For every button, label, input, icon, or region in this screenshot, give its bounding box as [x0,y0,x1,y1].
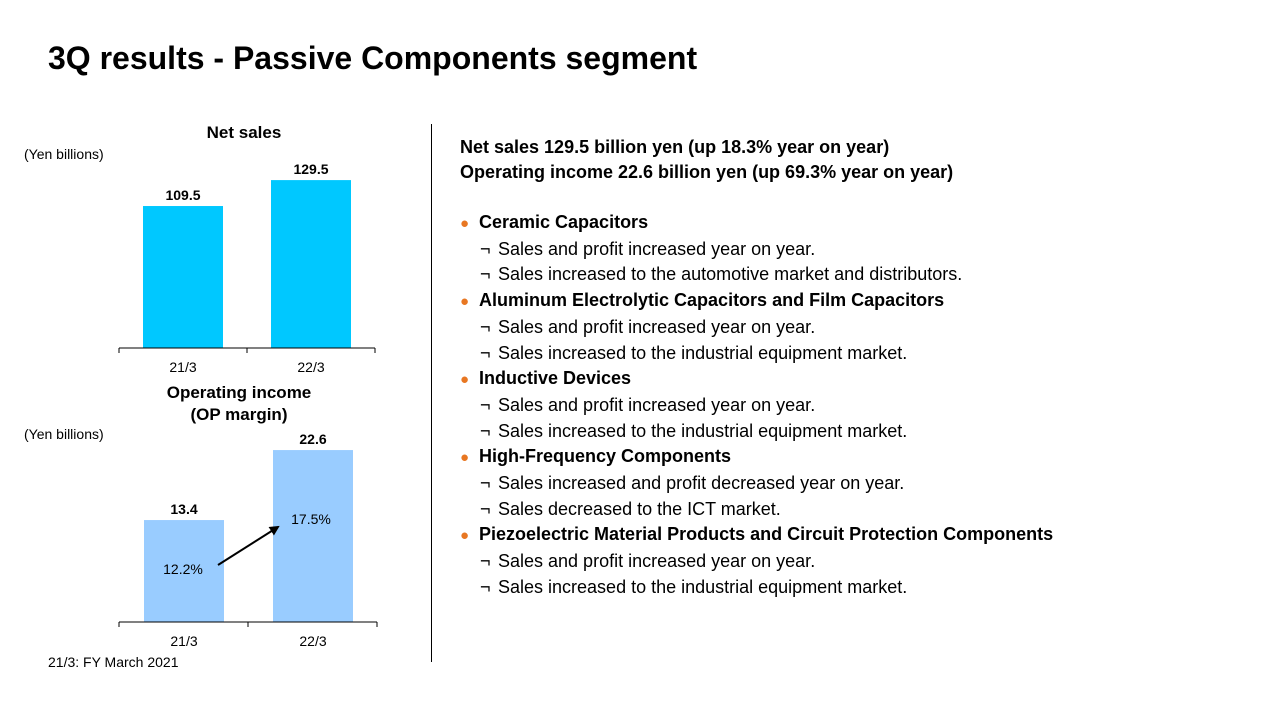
summary-net-sales: Net sales 129.5 billion yen (up 18.3% ye… [460,137,890,157]
net-sales-chart-title: Net sales [206,123,282,142]
operating-income-title-line-1: Operating income [166,383,312,402]
segment-heading: ● Inductive Devices [460,366,1053,393]
item-marker-icon: ¬ [480,551,491,572]
segment-name: Piezoelectric Material Products and Circ… [479,524,1054,545]
op-margin-label-0: 12.2% [163,561,203,577]
segment-heading: ● Aluminum Electrolytic Capacitors and Fi… [460,288,1053,315]
item-marker-icon: ¬ [480,238,491,259]
operating-income-unit-label: (Yen billions) [24,426,104,442]
segment-detail-text: Sales increased to the industrial equipm… [498,342,908,363]
item-marker-icon: ¬ [480,473,491,494]
segment-detail-text: Sales increased and profit decreased yea… [498,473,905,494]
segment-detail-text: Sales and profit increased year on year. [498,238,816,259]
segment-name: Inductive Devices [479,368,632,389]
operating-income-title-line-2: (OP margin) [190,405,288,424]
segment-detail-text: Sales increased to the automotive market… [498,264,963,285]
segment-detail-item: ¬ Sales increased to the industrial equip… [460,419,1053,445]
footnote: 21/3: FY March 2021 [48,654,179,670]
orange-bullet-icon: ● [460,293,470,311]
net-sales-bar-1 [271,180,351,348]
op-margin-label-1: 17.5% [291,511,331,527]
summary-operating-income: Operating income 22.6 billion yen (up 69… [460,162,954,182]
operating-income-data-label-0: 13.4 [170,501,197,517]
operating-income-category-label-0: 21/3 [170,633,197,649]
item-marker-icon: ¬ [480,498,491,519]
orange-bullet-icon: ● [460,215,470,232]
segment-detail-item: ¬ Sales and profit increased year on year… [460,549,1053,575]
net-sales-data-label-0: 109.5 [165,187,200,203]
segment-detail-text: Sales increased to the industrial equipm… [498,420,908,441]
item-marker-icon: ¬ [480,316,491,337]
segment-detail-item: ¬ Sales decreased to the ICT market. [460,497,1053,523]
orange-bullet-icon: ● [460,527,470,545]
operating-income-chart-title: Operating income (OP margin) [139,382,339,426]
segment-name: Aluminum Electrolytic Capacitors and Fil… [479,290,945,311]
segment-name: High-Frequency Components [479,446,732,467]
page-title: 3Q results - Passive Components segment [48,40,698,76]
orange-bullet-icon: ● [460,449,470,467]
vertical-divider [431,124,432,662]
item-marker-icon: ¬ [480,576,491,597]
net-sales-data-label-1: 129.5 [293,161,328,177]
segment-list: ● Ceramic Capacitors ¬ Sales and profit inc… [460,210,1053,601]
net-sales-chart: 109.5 21/3 129.5 22/3 [118,161,376,375]
segment-detail-item: ¬ Sales and profit increased year on year… [460,393,1053,419]
orange-bullet-icon: ● [460,371,470,389]
segment-heading: ● Ceramic Capacitors [460,210,1053,237]
segment-detail-text: Sales increased to the industrial equipm… [498,576,908,597]
operating-income-bar-0 [144,520,224,622]
net-sales-bar-0 [143,206,223,348]
net-sales-category-label-0: 21/3 [169,359,196,375]
segment-name: Ceramic Capacitors [479,212,649,232]
segment-detail-item: ¬ Sales and profit increased year on year… [460,237,1053,263]
segment-detail-item: ¬ Sales increased to the automotive marke… [460,262,1053,288]
segment-detail-item: ¬ Sales and profit increased year on year… [460,315,1053,341]
item-marker-icon: ¬ [480,420,491,441]
net-sales-unit-label: (Yen billions) [24,146,104,162]
net-sales-category-label-1: 22/3 [297,359,324,375]
operating-income-category-label-1: 22/3 [299,633,326,649]
item-marker-icon: ¬ [480,264,491,285]
segment-heading: ● Piezoelectric Material Products and Cir… [460,522,1053,549]
summary-block: Net sales 129.5 billion yen (up 18.3% ye… [460,135,953,185]
op-margin-arrow [217,525,280,566]
operating-income-data-label-1: 22.6 [299,431,326,447]
operating-income-bar-1 [273,450,353,622]
segment-detail-item: ¬ Sales increased and profit decreased ye… [460,471,1053,497]
segment-detail-text: Sales and profit increased year on year. [498,394,816,415]
segment-detail-item: ¬ Sales increased to the industrial equip… [460,575,1053,601]
operating-income-chart: 13.4 21/3 22.6 22/3 12.2% 17.5% [118,431,378,649]
item-marker-icon: ¬ [480,342,491,363]
segment-heading: ● High-Frequency Components [460,444,1053,471]
segment-detail-text: Sales and profit increased year on year. [498,316,816,337]
item-marker-icon: ¬ [480,394,491,415]
segment-detail-text: Sales and profit increased year on year. [498,551,816,572]
segment-detail-item: ¬ Sales increased to the industrial equip… [460,341,1053,367]
segment-detail-text: Sales decreased to the ICT market. [498,498,781,519]
